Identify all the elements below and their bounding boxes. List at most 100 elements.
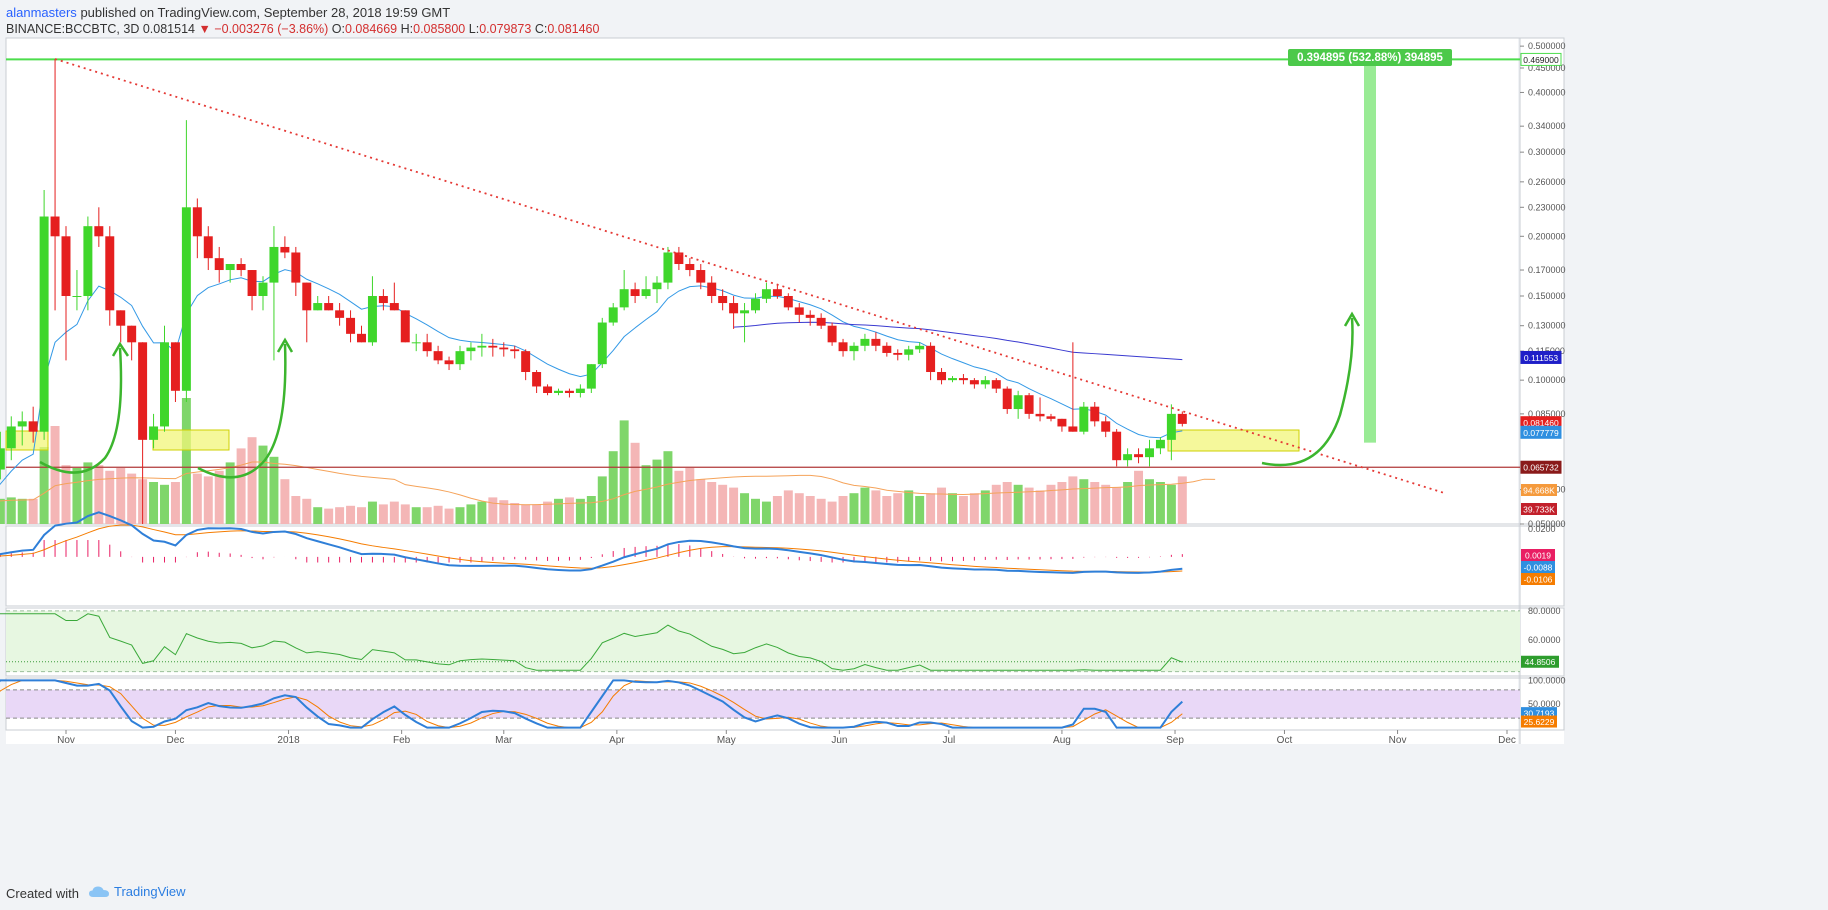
stoch-label-text: 25.6229: [1524, 717, 1555, 727]
chart-canvas[interactable]: 0.500000 0.450000 0.400000 0.340000 0.300000…: [0, 0, 1828, 880]
candle-body: [926, 345, 936, 373]
author-link[interactable]: alanmasters: [6, 5, 77, 20]
volume-bar: [433, 505, 443, 524]
candle-body: [357, 333, 366, 343]
candle: [499, 342, 509, 357]
candle-body: [904, 349, 914, 355]
close-label: C:: [534, 22, 548, 36]
volume-bar: [1134, 470, 1144, 524]
candle: [149, 413, 159, 449]
candle-body: [707, 282, 717, 297]
candle-body: [849, 345, 859, 352]
rsi-band: [6, 610, 1520, 672]
macd-value-label: -0.0106: [1521, 573, 1555, 585]
candle: [192, 198, 202, 259]
candle: [138, 342, 148, 524]
price-tick-label: 0.050000: [1528, 519, 1566, 529]
candle: [488, 338, 498, 357]
support-zone-3: [1167, 429, 1300, 452]
candle-body: [236, 264, 246, 271]
candle-body: [138, 342, 148, 440]
candle: [1123, 448, 1133, 467]
candle-body: [225, 264, 235, 271]
volume-bar: [346, 505, 356, 524]
volume-bar: [105, 470, 115, 524]
candle: [324, 296, 334, 311]
rsi-value-label: 44.8506: [1521, 655, 1559, 668]
candle: [882, 342, 892, 357]
candle: [652, 276, 662, 304]
volume-bar: [367, 501, 377, 524]
candle-body: [608, 307, 618, 323]
candle: [543, 384, 553, 396]
volume-bar: [969, 493, 979, 524]
volume-bar: [1112, 487, 1122, 524]
volume-bar: [575, 498, 585, 524]
candle: [554, 388, 563, 396]
candle: [28, 406, 38, 443]
volume-label-text: 94.668K: [1523, 486, 1555, 496]
volume-bar: [444, 508, 454, 524]
stoch-value-label: 25.6229: [1521, 715, 1557, 728]
volume-bar: [543, 501, 553, 524]
candle-body: [346, 317, 356, 334]
change-arrow-icon: ▼: [198, 22, 211, 36]
candle: [39, 189, 49, 440]
candle-body: [619, 289, 629, 308]
candle: [94, 207, 104, 247]
candle: [608, 303, 618, 326]
candle-body: [958, 378, 968, 381]
candle-body: [969, 380, 979, 385]
candle-body: [1166, 413, 1176, 440]
tradingview-logo[interactable]: TradingView: [88, 884, 186, 899]
measure-bar: [1364, 59, 1376, 443]
candle-body: [816, 317, 826, 326]
candle-body: [61, 236, 71, 297]
volume-bar: [127, 473, 137, 524]
volume-bar: [72, 468, 82, 524]
candle: [564, 388, 574, 398]
candle: [641, 276, 651, 299]
arrow-3-head: [1343, 311, 1361, 327]
symbol-name[interactable]: BINANCE:BCCBTC, 3D: [6, 22, 140, 36]
volume-bar: [378, 504, 388, 524]
price-label-text: 0.077779: [1523, 428, 1559, 438]
candle-body: [477, 345, 487, 348]
candle-body: [543, 386, 553, 393]
volume-bar: [554, 498, 563, 524]
volume-bar: [685, 468, 695, 524]
stoch-label-bg: [1521, 715, 1557, 728]
candle-body: [422, 342, 432, 352]
volume-bar: [1046, 484, 1056, 524]
price-tick-label: 0.300000: [1528, 147, 1566, 157]
volume-bar: [958, 496, 968, 524]
candle-body: [532, 372, 542, 387]
volume-bar: [422, 507, 432, 524]
candle-body: [980, 380, 990, 385]
arrow-2-head: [276, 337, 294, 353]
candle: [1101, 416, 1111, 438]
volume-bar: [1057, 482, 1067, 524]
candle: [83, 216, 93, 311]
candle: [214, 246, 224, 283]
candle: [280, 236, 290, 259]
candle: [269, 226, 279, 361]
volume-bar: [564, 497, 574, 524]
volume-bar: [1177, 476, 1187, 524]
created-with-text: Created with: [6, 886, 79, 901]
volume-bar: [214, 470, 224, 524]
volume-bar: [389, 501, 399, 524]
candle-body: [400, 310, 410, 343]
candle-body: [674, 252, 684, 265]
candle: [980, 376, 990, 389]
candle-body: [1123, 454, 1133, 461]
candle: [597, 317, 607, 369]
high-label: H:: [400, 22, 414, 36]
candle: [718, 289, 728, 311]
volume-bar: [94, 465, 104, 524]
time-tick-label: Dec: [167, 735, 185, 746]
volume-bar: [783, 490, 793, 524]
candle-body: [871, 338, 881, 346]
candle: [761, 282, 771, 304]
price-tick-label: 0.200000: [1528, 231, 1566, 241]
